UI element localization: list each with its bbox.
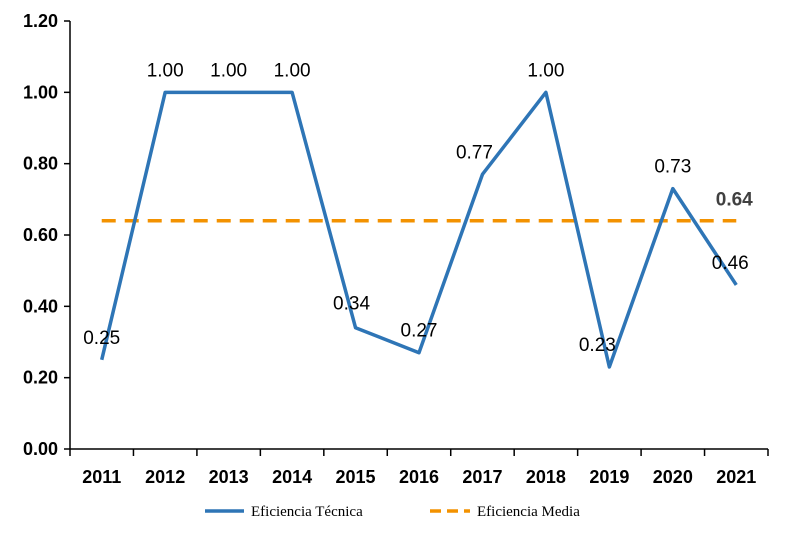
x-tick-label: 2021 xyxy=(716,467,756,487)
x-tick-label: 2011 xyxy=(82,467,121,487)
x-axis-ticks: 2011 2012 2013 2014 2015 2016 2017 2018 2019 2020… xyxy=(69,449,769,487)
x-tick-label: 2014 xyxy=(272,467,312,487)
x-tick-label: 2017 xyxy=(462,467,502,487)
data-label: 0.25 xyxy=(83,328,120,349)
data-label: 0.77 xyxy=(456,142,493,163)
legend-label-eficiencia-tecnica: Eficiencia Técnica xyxy=(251,504,363,520)
y-tick-label: 1.20 xyxy=(23,11,58,31)
legend-label-eficiencia-media: Eficiencia Media xyxy=(477,504,580,520)
data-label: 0.34 xyxy=(333,294,370,315)
mean-value-label: 0.64 xyxy=(716,190,753,211)
x-tick-label: 2018 xyxy=(526,467,566,487)
data-label: 0.23 xyxy=(579,335,616,356)
y-tick-label: 1.00 xyxy=(23,82,58,102)
x-tick-label: 2013 xyxy=(209,467,249,487)
legend: Eficiencia Técnica Eficiencia Media xyxy=(205,504,580,520)
x-tick-label: 2019 xyxy=(589,467,629,487)
data-labels: 0.25 1.00 1.00 1.00 0.34 0.27 0.77 1.00 0.23 0.73… xyxy=(83,60,753,356)
data-label: 0.46 xyxy=(712,253,749,274)
y-axis-ticks: 0.00 0.20 0.40 0.60 0.80 1.00 1.20 xyxy=(23,11,70,459)
x-tick-label: 2016 xyxy=(399,467,439,487)
x-tick-label: 2020 xyxy=(653,467,693,487)
data-label: 1.00 xyxy=(147,60,184,81)
y-tick-label: 0.00 xyxy=(23,439,58,459)
series-line-eficiencia-tecnica xyxy=(100,90,738,369)
data-label: 1.00 xyxy=(527,60,564,81)
data-label: 0.27 xyxy=(401,321,438,342)
series-layer xyxy=(100,90,738,369)
x-tick-label: 2015 xyxy=(336,467,376,487)
axes xyxy=(69,21,768,450)
y-tick-label: 0.20 xyxy=(23,368,58,388)
data-label: 1.00 xyxy=(274,60,311,81)
x-tick-label: 2012 xyxy=(145,467,185,487)
data-label: 1.00 xyxy=(210,60,247,81)
y-tick-label: 0.40 xyxy=(23,296,58,316)
data-label: 0.73 xyxy=(654,157,691,178)
y-tick-label: 0.60 xyxy=(23,225,58,245)
y-tick-label: 0.80 xyxy=(23,154,58,174)
